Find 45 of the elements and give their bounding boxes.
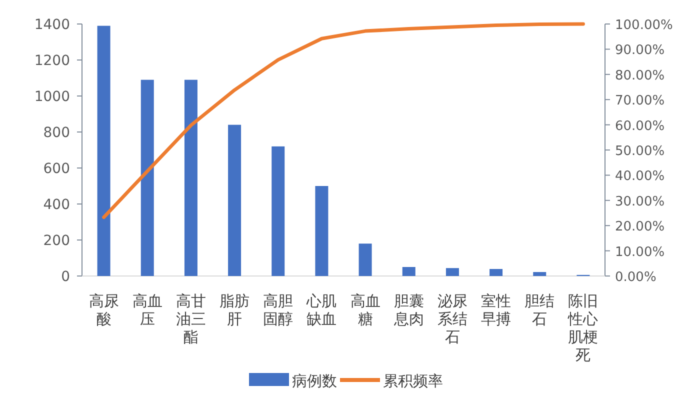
y-tick-label: 1400 bbox=[34, 17, 70, 33]
y2-tick-label: 90.00% bbox=[615, 43, 665, 58]
x-tick-label: 高尿酸 bbox=[88, 292, 119, 328]
x-tick-label: 胆囊息肉 bbox=[392, 292, 424, 328]
y-tick-label: 200 bbox=[43, 233, 70, 249]
x-tick-label: 高血糖 bbox=[350, 292, 380, 328]
bar bbox=[97, 26, 110, 276]
x-tick-label: 高血压 bbox=[132, 292, 162, 328]
y-tick-label: 0 bbox=[61, 269, 70, 285]
bar bbox=[315, 186, 328, 276]
y2-tick-label: 0.00% bbox=[615, 270, 656, 285]
x-tick-label: 高甘油三酯 bbox=[176, 292, 206, 346]
bar bbox=[533, 272, 546, 276]
x-tick-label: 脂肪肝 bbox=[220, 292, 250, 328]
y2-tick-label: 80.00% bbox=[615, 68, 665, 84]
x-tick-label: 室性早搏 bbox=[481, 292, 512, 328]
y2-tick-label: 50.00% bbox=[615, 144, 665, 159]
bar bbox=[446, 268, 459, 276]
y2-tick-label: 30.00% bbox=[615, 194, 665, 210]
bar bbox=[272, 146, 285, 276]
bar bbox=[402, 267, 416, 276]
legend-label: 累积频率 bbox=[383, 372, 443, 390]
bar bbox=[490, 268, 503, 276]
y2-tick-label: 60.00% bbox=[615, 118, 665, 134]
y2-tick-label: 100.00% bbox=[615, 18, 673, 33]
legend-label: 病例数 bbox=[292, 372, 337, 390]
x-tick-label: 泌尿系结石 bbox=[437, 292, 468, 346]
y-tick-label: 400 bbox=[43, 197, 70, 213]
y-tick-label: 1000 bbox=[34, 89, 70, 105]
x-tick-label: 心肌缺血 bbox=[306, 292, 337, 328]
bar bbox=[358, 244, 372, 276]
y-tick-label: 600 bbox=[43, 161, 70, 177]
y2-tick-label: 70.00% bbox=[615, 94, 665, 109]
x-tick-label: 高胆固醇 bbox=[263, 292, 294, 328]
y2-tick-label: 10.00% bbox=[615, 244, 665, 260]
y2-tick-label: 20.00% bbox=[615, 220, 665, 235]
x-tick-label: 陈旧性心肌梗死 bbox=[567, 292, 598, 364]
bar bbox=[228, 124, 242, 276]
y2-tick-label: 40.00% bbox=[615, 169, 665, 184]
x-tick-label: 胆结石 bbox=[524, 292, 555, 328]
bar bbox=[140, 80, 154, 276]
line-series bbox=[102, 22, 585, 220]
y-tick-label: 1200 bbox=[34, 53, 70, 69]
y-tick-label: 800 bbox=[43, 125, 70, 141]
bar bbox=[184, 80, 198, 276]
